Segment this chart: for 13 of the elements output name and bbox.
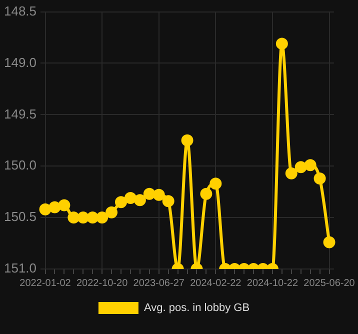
x-tick-label: 2025-06-20 [304, 278, 356, 289]
y-tick-label: 149.5 [4, 106, 37, 122]
x-tick-label: 2024-02-22 [190, 278, 242, 289]
x-tick-label: 2023-06-27 [133, 278, 185, 289]
x-tick-label: 2022-10-20 [76, 278, 128, 289]
y-tick-label: 148.5 [4, 3, 37, 18]
y-tick-label: 150.0 [4, 158, 37, 173]
y-tick-label: 151.0 [4, 260, 37, 276]
x-tick-label: 2024-10-22 [246, 278, 298, 289]
x-tick-label: 2022-01-02 [20, 278, 72, 289]
legend-label: Avg. pos. in lobby GB [144, 302, 250, 314]
y-tick-label: 150.5 [4, 209, 37, 224]
y-tick-label: 149.0 [4, 54, 37, 70]
